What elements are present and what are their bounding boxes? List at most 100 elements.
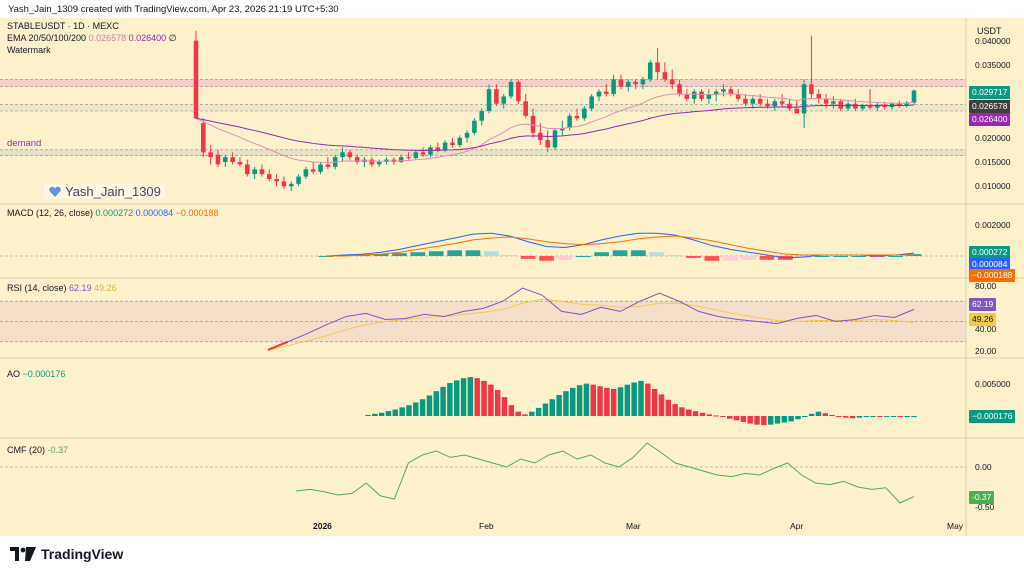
macd-value-2: 0.000084	[135, 208, 174, 218]
macd-histogram-bar	[631, 250, 646, 256]
rsi-ma-line	[267, 298, 915, 351]
macd-value-3: −0.000188	[175, 208, 219, 218]
ao-bar	[501, 397, 508, 416]
cmf-pane	[0, 442, 966, 504]
macd-histogram-bar	[502, 255, 518, 257]
macd-histogram-bar	[888, 256, 903, 257]
macd-tag-3: −0.000188	[969, 269, 1016, 282]
macd-histogram-bar	[520, 256, 536, 259]
candle-body	[611, 79, 616, 94]
ao-bar	[460, 378, 467, 416]
macd-histogram-bar	[759, 256, 775, 260]
candle-body	[347, 152, 353, 158]
ao-bar	[556, 394, 562, 416]
macd-signal-line	[326, 235, 914, 257]
candle-body	[699, 91, 704, 99]
brand-name: TradingView	[41, 546, 124, 562]
rsi-axis-20: 20.00	[975, 346, 997, 356]
ema-value-1: 0.026578	[88, 33, 127, 43]
candle-body	[406, 157, 411, 159]
price-tick-label: 0.040000	[975, 35, 1011, 46]
candle-body	[259, 169, 265, 175]
macd-tag-2: 0.000084	[969, 258, 1011, 271]
candle-body	[875, 104, 880, 108]
ao-bar	[508, 405, 515, 416]
ao-bar	[726, 416, 733, 419]
supply-zone	[0, 79, 966, 87]
candle-body	[208, 152, 213, 158]
price-tick-label: 0.015000	[975, 157, 1011, 167]
created-by-text: Yash_Jain_1309 created with TradingView.…	[8, 4, 339, 15]
ao-bar	[856, 416, 863, 418]
candle-body	[582, 108, 587, 119]
macd-histogram-bar	[447, 250, 462, 256]
ao-bar	[617, 387, 624, 416]
candle-body	[772, 101, 778, 107]
macd-histogram-bar	[594, 252, 609, 256]
candle-body	[398, 157, 404, 162]
price-pane	[0, 30, 966, 192]
macd-histogram-bar	[373, 254, 389, 256]
candle-body	[735, 94, 741, 99]
rsi-tag-2: 49.26	[969, 313, 997, 326]
ao-bar	[494, 390, 501, 416]
cmf-title: CMF (20)	[7, 445, 45, 455]
ao-legend[interactable]: AO −0.000176	[7, 369, 65, 379]
ao-bar	[597, 386, 603, 416]
candle-body	[567, 115, 572, 128]
macd-histogram-bar	[741, 256, 756, 260]
ao-bar	[843, 416, 849, 418]
macd-line	[325, 232, 915, 259]
macd-legend[interactable]: MACD (12, 26, close) 0.000272 0.000084 −…	[7, 208, 218, 218]
candle-body	[860, 106, 865, 109]
candle-body	[442, 142, 448, 150]
macd-histogram-bar	[557, 256, 573, 260]
demand-label: demand	[7, 138, 42, 149]
macd-histogram-bar	[465, 250, 481, 256]
ao-bar	[385, 411, 392, 416]
heart-icon	[49, 186, 61, 197]
chart-area[interactable]: STABLEUSDT · 1D · MEXC EMA 20/50/100/200…	[0, 18, 1024, 536]
ao-bar	[822, 413, 829, 416]
candle-body	[743, 98, 748, 104]
ao-bar	[672, 404, 678, 416]
ao-bar	[529, 411, 535, 416]
macd-histogram-bar	[612, 250, 628, 256]
ao-bar	[433, 391, 439, 416]
candle-body	[413, 152, 419, 159]
candle-body	[435, 147, 441, 150]
tradingview-logo[interactable]: TradingView	[10, 546, 123, 562]
candle-body	[809, 84, 814, 94]
ema-legend[interactable]: EMA 20/50/100/200 0.026578 0.026400 ∅	[7, 33, 177, 44]
candle-body	[574, 115, 580, 119]
ao-bar	[399, 407, 405, 416]
time-label-mar: Mar	[626, 521, 641, 531]
ao-bar	[795, 416, 801, 420]
candle-body	[604, 91, 609, 94]
time-label-feb: Feb	[479, 521, 494, 531]
cmf-legend[interactable]: CMF (20) -0.37	[7, 445, 68, 455]
demand-zone	[0, 149, 966, 156]
candle-body	[713, 91, 719, 94]
rsi-value-1: 62.19	[69, 283, 92, 293]
ao-bar	[699, 412, 706, 416]
ao-bar	[570, 387, 576, 416]
rsi-tag-1: 62.19	[969, 298, 997, 311]
candle-body	[479, 111, 485, 121]
cmf-axis-0: 0.00	[975, 462, 992, 472]
chart-canvas[interactable]	[0, 18, 1024, 536]
candle-body	[691, 91, 697, 99]
ao-bar	[692, 411, 699, 416]
ema-50-line	[195, 104, 915, 151]
candle-body	[193, 40, 199, 119]
rsi-title: RSI (14, close)	[7, 283, 67, 293]
ao-title: AO	[7, 369, 21, 379]
candle-body	[684, 94, 690, 99]
chart-header: Yash_Jain_1309 created with TradingView.…	[0, 0, 1024, 18]
ao-bar	[836, 416, 842, 417]
ema-zone	[0, 104, 966, 111]
watermark-legend[interactable]: Watermark	[7, 45, 51, 55]
macd-histogram-bar	[704, 256, 720, 261]
rsi-legend[interactable]: RSI (14, close) 62.19 49.26	[7, 283, 117, 293]
candle-body	[486, 89, 492, 111]
